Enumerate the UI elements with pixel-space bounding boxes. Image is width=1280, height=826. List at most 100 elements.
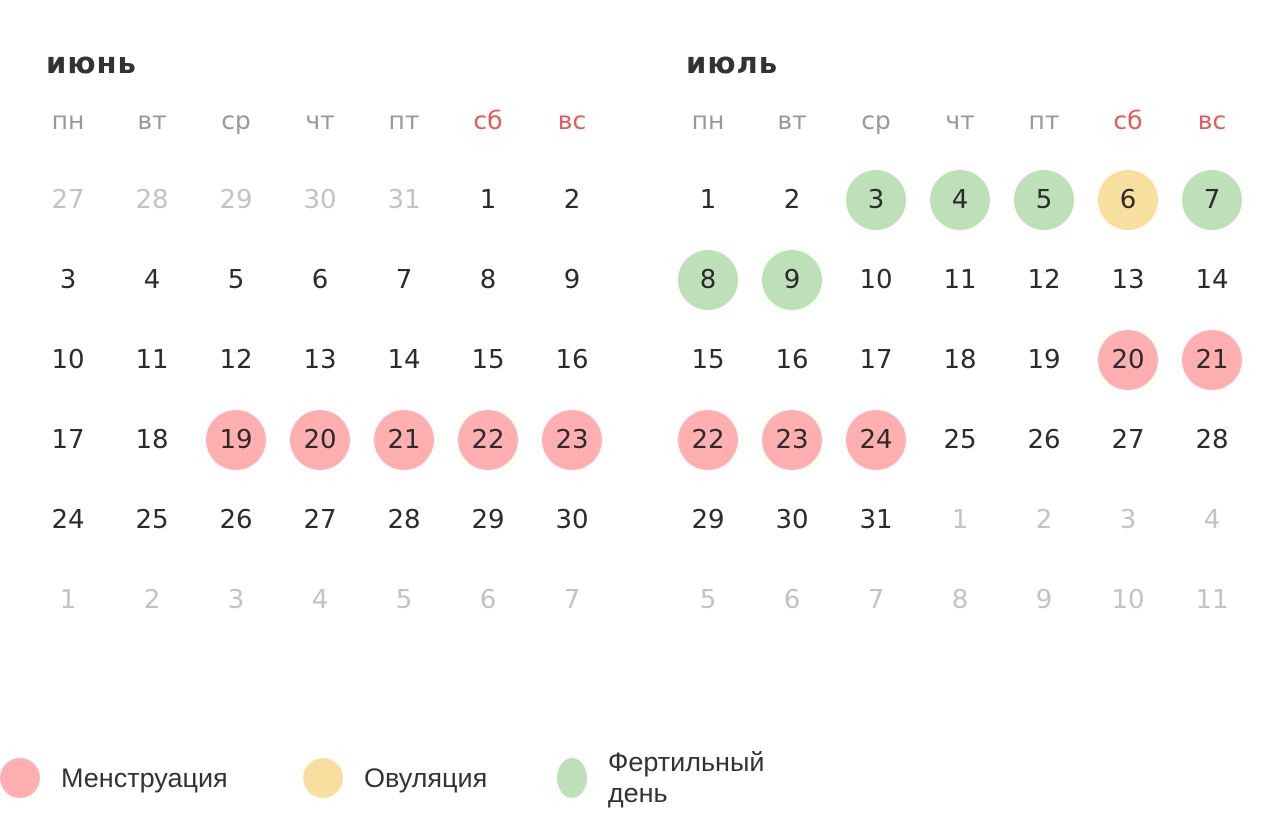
- day-cell[interactable]: 27: [51, 185, 85, 215]
- day-cell[interactable]: 2: [1035, 505, 1053, 535]
- day-cell-fertile[interactable]: 7: [1182, 170, 1242, 230]
- day-cell[interactable]: 18: [135, 425, 169, 455]
- fertile-dot-icon: [557, 758, 587, 798]
- day-cell[interactable]: 14: [387, 345, 421, 375]
- day-cell[interactable]: 2: [143, 585, 161, 615]
- day-cell[interactable]: 25: [135, 505, 169, 535]
- legend-item-fertile: Фертильный день: [557, 747, 775, 808]
- day-cell[interactable]: 11: [135, 345, 169, 375]
- day-cell[interactable]: 10: [51, 345, 85, 375]
- day-cell[interactable]: 12: [219, 345, 253, 375]
- day-cell[interactable]: 13: [1111, 265, 1145, 295]
- day-cell-fertile[interactable]: 3: [846, 170, 906, 230]
- day-cell[interactable]: 9: [1035, 585, 1053, 615]
- day-cell-fertile[interactable]: 8: [678, 250, 738, 310]
- day-cell[interactable]: 4: [311, 585, 329, 615]
- day-cell[interactable]: 8: [951, 585, 969, 615]
- day-cell[interactable]: 31: [387, 185, 421, 215]
- day-cell[interactable]: 2: [783, 185, 801, 215]
- day-cell[interactable]: 26: [219, 505, 253, 535]
- day-cell[interactable]: 30: [775, 505, 809, 535]
- day-cell[interactable]: 10: [859, 265, 893, 295]
- month-title: июнь: [46, 46, 137, 80]
- day-cell[interactable]: 6: [311, 265, 329, 295]
- day-cell[interactable]: 6: [783, 585, 801, 615]
- day-cell-menstruation[interactable]: 21: [374, 410, 434, 470]
- day-cell-fertile[interactable]: 5: [1014, 170, 1074, 230]
- day-cell[interactable]: 15: [471, 345, 505, 375]
- day-cell-menstruation[interactable]: 22: [678, 410, 738, 470]
- legend-label: Овуляция: [364, 762, 488, 793]
- day-cell[interactable]: 6: [479, 585, 497, 615]
- day-cell[interactable]: 1: [479, 185, 497, 215]
- day-cell[interactable]: 26: [1027, 425, 1061, 455]
- day-cell[interactable]: 4: [143, 265, 161, 295]
- weekday-header: сб: [473, 105, 503, 135]
- day-cell[interactable]: 16: [555, 345, 589, 375]
- day-cell[interactable]: 5: [227, 265, 245, 295]
- day-cell[interactable]: 28: [1195, 425, 1229, 455]
- day-cell[interactable]: 29: [471, 505, 505, 535]
- weekday-header: вс: [557, 105, 587, 135]
- day-cell[interactable]: 3: [1119, 505, 1137, 535]
- day-cell[interactable]: 24: [51, 505, 85, 535]
- day-cell[interactable]: 5: [699, 585, 717, 615]
- day-cell[interactable]: 8: [479, 265, 497, 295]
- day-cell[interactable]: 30: [303, 185, 337, 215]
- weekday-header: вт: [137, 105, 167, 135]
- day-cell[interactable]: 10: [1111, 585, 1145, 615]
- day-cell[interactable]: 16: [775, 345, 809, 375]
- day-cell-menstruation[interactable]: 19: [206, 410, 266, 470]
- weekday-header: чт: [945, 105, 975, 135]
- day-cell-menstruation[interactable]: 24: [846, 410, 906, 470]
- weekday-header: ср: [861, 105, 891, 135]
- day-cell-menstruation[interactable]: 23: [542, 410, 602, 470]
- day-cell-menstruation[interactable]: 20: [1098, 330, 1158, 390]
- day-cell[interactable]: 27: [303, 505, 337, 535]
- day-cell[interactable]: 3: [59, 265, 77, 295]
- day-cell-menstruation[interactable]: 21: [1182, 330, 1242, 390]
- day-cell[interactable]: 17: [51, 425, 85, 455]
- day-cell-menstruation[interactable]: 20: [290, 410, 350, 470]
- day-cell[interactable]: 17: [859, 345, 893, 375]
- day-cell-fertile[interactable]: 9: [762, 250, 822, 310]
- day-cell[interactable]: 7: [395, 265, 413, 295]
- day-cell[interactable]: 2: [563, 185, 581, 215]
- day-cell[interactable]: 13: [303, 345, 337, 375]
- day-cell[interactable]: 4: [1203, 505, 1221, 535]
- day-cell[interactable]: 7: [563, 585, 581, 615]
- day-cell-menstruation[interactable]: 22: [458, 410, 518, 470]
- weekday-header: вс: [1197, 105, 1227, 135]
- day-cell[interactable]: 27: [1111, 425, 1145, 455]
- day-cell[interactable]: 9: [563, 265, 581, 295]
- day-cell[interactable]: 1: [699, 185, 717, 215]
- day-cell[interactable]: 18: [943, 345, 977, 375]
- day-cell-menstruation[interactable]: 23: [762, 410, 822, 470]
- month-title: июль: [686, 46, 779, 80]
- day-cell[interactable]: 25: [943, 425, 977, 455]
- day-cell[interactable]: 31: [859, 505, 893, 535]
- day-cell[interactable]: 7: [867, 585, 885, 615]
- day-cell[interactable]: 15: [691, 345, 725, 375]
- day-cell[interactable]: 14: [1195, 265, 1229, 295]
- day-cell[interactable]: 1: [951, 505, 969, 535]
- day-cell[interactable]: 12: [1027, 265, 1061, 295]
- day-cell[interactable]: 29: [219, 185, 253, 215]
- day-cell[interactable]: 19: [1027, 345, 1061, 375]
- ovulation-dot-icon: [303, 758, 343, 798]
- weekday-header: вт: [777, 105, 807, 135]
- day-cell[interactable]: 29: [691, 505, 725, 535]
- day-cell[interactable]: 5: [395, 585, 413, 615]
- day-cell[interactable]: 1: [59, 585, 77, 615]
- day-cell-ovulation[interactable]: 6: [1098, 170, 1158, 230]
- day-cell[interactable]: 30: [555, 505, 589, 535]
- day-cell[interactable]: 3: [227, 585, 245, 615]
- day-cell[interactable]: 11: [1195, 585, 1229, 615]
- weekday-header: пн: [51, 105, 85, 135]
- day-cell[interactable]: 28: [135, 185, 169, 215]
- weekday-header: сб: [1113, 105, 1143, 135]
- day-cell[interactable]: 11: [943, 265, 977, 295]
- day-cell[interactable]: 28: [387, 505, 421, 535]
- day-cell-fertile[interactable]: 4: [930, 170, 990, 230]
- weekday-header: пт: [1028, 105, 1060, 135]
